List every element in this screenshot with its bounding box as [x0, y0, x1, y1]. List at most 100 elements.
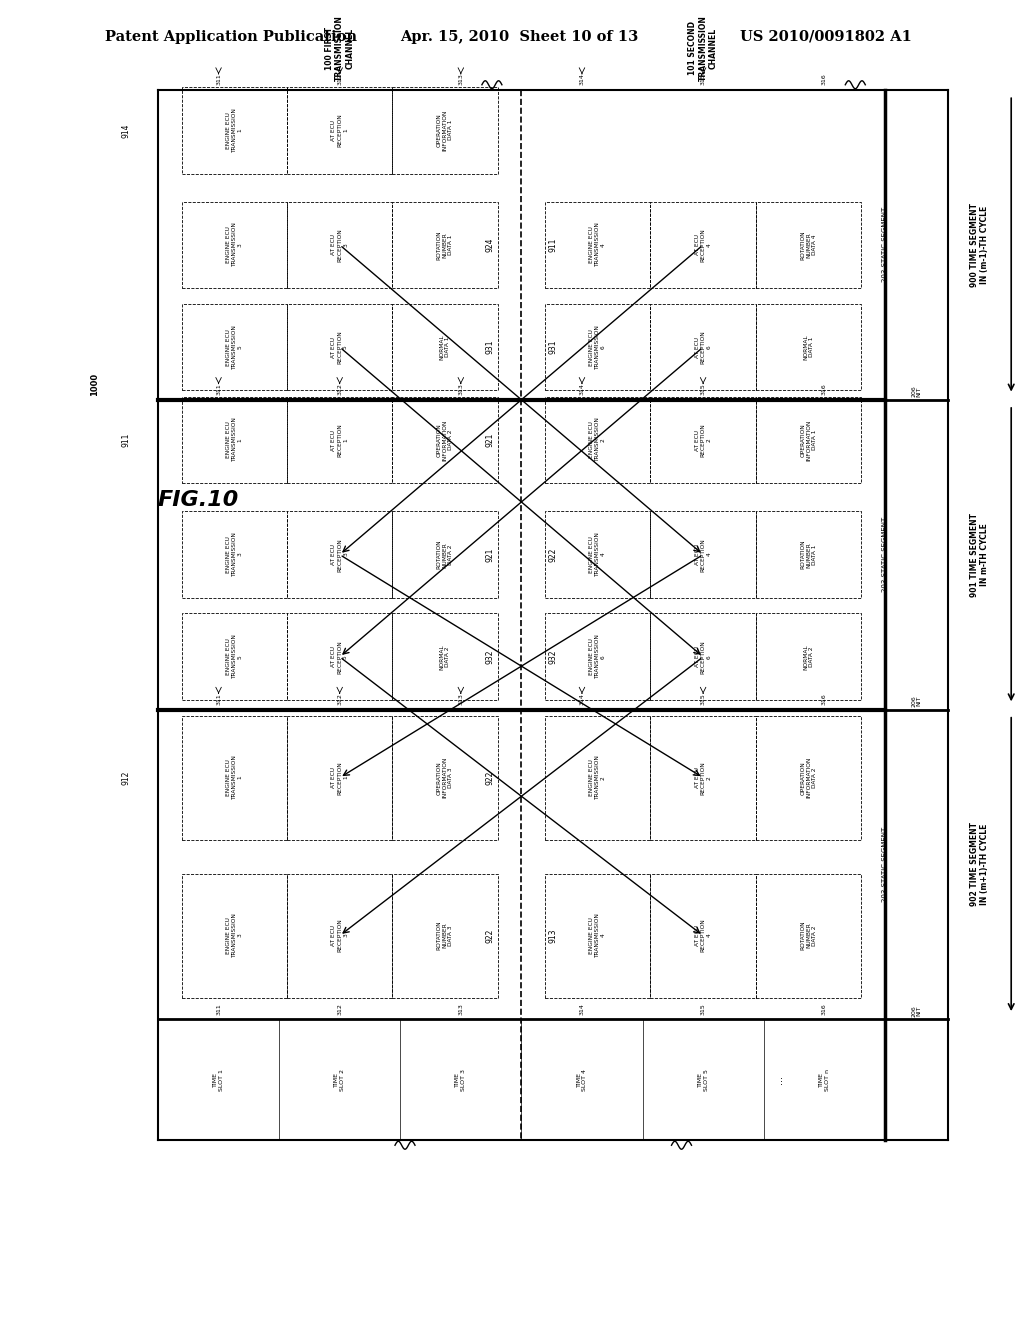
- Text: 312: 312: [337, 74, 342, 86]
- Text: 922: 922: [485, 928, 495, 942]
- Text: ROTATION
NUMBER
DATA 1: ROTATION NUMBER DATA 1: [800, 540, 817, 569]
- Text: 312: 312: [337, 693, 342, 705]
- Text: ...: ...: [774, 1074, 784, 1084]
- Text: ENGINE ECU
TRANSMISSION
4: ENGINE ECU TRANSMISSION 4: [590, 913, 606, 958]
- Bar: [545, 304, 650, 391]
- Bar: [181, 511, 287, 598]
- Text: 312: 312: [337, 383, 342, 395]
- Text: ROTATION
NUMBER
DATA 2: ROTATION NUMBER DATA 2: [436, 540, 454, 569]
- Bar: [756, 874, 861, 998]
- Text: 902 TIME SEGMENT
IN (m+1)-TH CYCLE: 902 TIME SEGMENT IN (m+1)-TH CYCLE: [970, 822, 989, 907]
- Text: 311: 311: [216, 74, 221, 86]
- Text: OPERATION
INFORMATION
DATA 2: OPERATION INFORMATION DATA 2: [436, 420, 454, 461]
- Bar: [650, 874, 756, 998]
- Bar: [756, 304, 861, 391]
- Text: AT ECU
RECEPTION
4: AT ECU RECEPTION 4: [695, 919, 712, 953]
- Text: AT ECU
RECEPTION
4: AT ECU RECEPTION 4: [695, 537, 712, 572]
- Bar: [392, 715, 498, 840]
- Bar: [287, 396, 392, 483]
- Text: AT ECU
RECEPTION
6: AT ECU RECEPTION 6: [695, 640, 712, 673]
- Text: ENGINE ECU
TRANSMISSION
4: ENGINE ECU TRANSMISSION 4: [590, 223, 606, 268]
- Text: 316: 316: [821, 383, 826, 395]
- Bar: [287, 511, 392, 598]
- Bar: [392, 304, 498, 391]
- Text: ENGINE ECU
TRANSMISSION
3: ENGINE ECU TRANSMISSION 3: [226, 913, 243, 958]
- Text: 932: 932: [549, 649, 557, 664]
- Text: 1000: 1000: [90, 372, 99, 396]
- Bar: [650, 614, 756, 700]
- Text: 316: 316: [821, 1003, 826, 1015]
- Text: TIME
SLOT 1: TIME SLOT 1: [213, 1069, 224, 1090]
- Text: OPERATION
INFORMATION
DATA 2: OPERATION INFORMATION DATA 2: [800, 756, 817, 799]
- Text: 314: 314: [580, 693, 585, 705]
- Text: ENGINE ECU
TRANSMISSION
1: ENGINE ECU TRANSMISSION 1: [226, 417, 243, 462]
- Text: AT ECU
RECEPTION
2: AT ECU RECEPTION 2: [695, 424, 712, 457]
- Text: AT ECU
RECEPTION
1: AT ECU RECEPTION 1: [332, 424, 348, 457]
- Text: 206
NIT: 206 NIT: [911, 696, 922, 708]
- Bar: [181, 396, 287, 483]
- Bar: [650, 511, 756, 598]
- Bar: [181, 614, 287, 700]
- Text: 315: 315: [700, 74, 706, 86]
- Bar: [756, 715, 861, 840]
- Text: AT ECU
RECEPTION
4: AT ECU RECEPTION 4: [695, 228, 712, 261]
- Text: 206
NIT: 206 NIT: [911, 1005, 922, 1016]
- Text: 101 SECOND
TRANSMISSION
CHANNEL: 101 SECOND TRANSMISSION CHANNEL: [688, 15, 718, 81]
- Bar: [545, 614, 650, 700]
- Text: 203 STATIC SEGMENT: 203 STATIC SEGMENT: [882, 826, 888, 902]
- Bar: [392, 511, 498, 598]
- Text: NORMAL
DATA 1: NORMAL DATA 1: [803, 334, 814, 360]
- Text: NORMAL
DATA 2: NORMAL DATA 2: [439, 644, 451, 669]
- Text: 311: 311: [216, 693, 221, 705]
- Bar: [392, 614, 498, 700]
- Bar: [181, 202, 287, 288]
- Text: 924: 924: [485, 238, 495, 252]
- Text: 316: 316: [821, 693, 826, 705]
- Text: AT ECU
RECEPTION
1: AT ECU RECEPTION 1: [332, 114, 348, 147]
- Text: 203 STATIC SEGMENT: 203 STATIC SEGMENT: [882, 517, 888, 593]
- Text: 922: 922: [485, 771, 495, 785]
- Text: 312: 312: [337, 1003, 342, 1015]
- Text: 206
NIT: 206 NIT: [911, 385, 922, 397]
- Text: 914: 914: [122, 123, 131, 137]
- Text: 314: 314: [580, 383, 585, 395]
- Text: OPERATION
INFORMATION
DATA 1: OPERATION INFORMATION DATA 1: [800, 420, 817, 461]
- Bar: [181, 715, 287, 840]
- Bar: [392, 396, 498, 483]
- Text: TIME
SLOT 4: TIME SLOT 4: [577, 1069, 588, 1090]
- Text: 316: 316: [821, 74, 826, 86]
- Bar: [181, 304, 287, 391]
- Bar: [287, 202, 392, 288]
- Text: AT ECU
RECEPTION
3: AT ECU RECEPTION 3: [332, 919, 348, 953]
- Text: 932: 932: [485, 649, 495, 664]
- Text: TIME
SLOT n: TIME SLOT n: [819, 1069, 829, 1090]
- Bar: [650, 715, 756, 840]
- Text: ROTATION
NUMBER
DATA 2: ROTATION NUMBER DATA 2: [800, 921, 817, 950]
- Text: Patent Application Publication: Patent Application Publication: [105, 30, 357, 44]
- Text: NORMAL
DATA 2: NORMAL DATA 2: [803, 644, 814, 669]
- Bar: [545, 511, 650, 598]
- Text: ENGINE ECU
TRANSMISSION
6: ENGINE ECU TRANSMISSION 6: [590, 325, 606, 370]
- Text: ENGINE ECU
TRANSMISSION
6: ENGINE ECU TRANSMISSION 6: [590, 635, 606, 680]
- Bar: [287, 614, 392, 700]
- Text: AT ECU
RECEPTION
3: AT ECU RECEPTION 3: [332, 537, 348, 572]
- Text: 311: 311: [216, 383, 221, 395]
- Text: Apr. 15, 2010  Sheet 10 of 13: Apr. 15, 2010 Sheet 10 of 13: [400, 30, 638, 44]
- Bar: [650, 396, 756, 483]
- Text: 901 TIME SEGMENT
IN m-TH CYCLE: 901 TIME SEGMENT IN m-TH CYCLE: [970, 512, 989, 597]
- Text: OPERATION
INFORMATION
DATA 3: OPERATION INFORMATION DATA 3: [436, 756, 454, 799]
- Text: 203 STATIC SEGMENT: 203 STATIC SEGMENT: [882, 207, 888, 282]
- Bar: [756, 396, 861, 483]
- Text: ENGINE ECU
TRANSMISSION
1: ENGINE ECU TRANSMISSION 1: [226, 755, 243, 800]
- Bar: [545, 202, 650, 288]
- Text: AT ECU
RECEPTION
3: AT ECU RECEPTION 3: [332, 228, 348, 261]
- Text: 900 TIME SEGMENT
IN (m-1)-TH CYCLE: 900 TIME SEGMENT IN (m-1)-TH CYCLE: [970, 203, 989, 286]
- Text: 314: 314: [580, 74, 585, 86]
- Bar: [756, 511, 861, 598]
- Text: AT ECU
RECEPTION
5: AT ECU RECEPTION 5: [332, 640, 348, 673]
- Bar: [650, 202, 756, 288]
- Text: 311: 311: [216, 1003, 221, 1015]
- Bar: [545, 715, 650, 840]
- Text: TIME
SLOT 5: TIME SLOT 5: [697, 1069, 709, 1090]
- Text: ENGINE ECU
TRANSMISSION
5: ENGINE ECU TRANSMISSION 5: [226, 325, 243, 370]
